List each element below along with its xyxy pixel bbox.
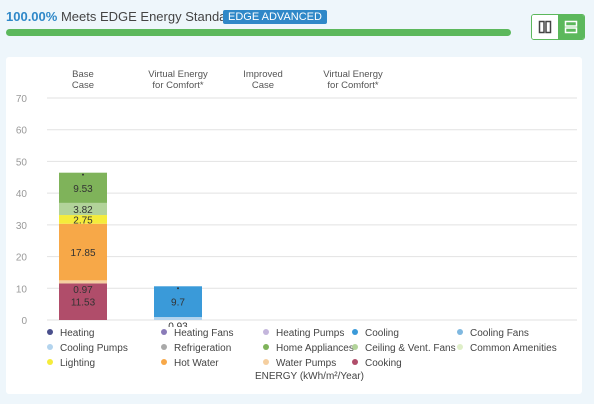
legend-item[interactable]: Heating xyxy=(47,328,94,339)
data-label: 9.53 xyxy=(73,184,93,195)
legend-label: Hot Water xyxy=(174,358,219,369)
legend-label: Heating Pumps xyxy=(276,328,345,339)
legend-item[interactable]: Ceiling & Vent. Fans xyxy=(352,343,456,354)
legend-item[interactable]: Cooking xyxy=(352,358,402,369)
bar-segment xyxy=(59,283,107,320)
data-label: 3.82 xyxy=(73,205,93,216)
legend-label: Common Amenities xyxy=(470,343,557,354)
edge-level-badge: EDGE ADVANCED xyxy=(223,10,327,24)
category-label: Case xyxy=(252,80,274,91)
legend-swatch xyxy=(352,344,358,351)
legend-swatch xyxy=(47,329,53,336)
legend-label: Ceiling & Vent. Fans xyxy=(365,343,456,354)
legend-label: Heating xyxy=(60,328,95,339)
data-label: 11.53 xyxy=(71,298,96,309)
legend-item[interactable]: Cooling Pumps xyxy=(47,343,128,354)
legend-swatch xyxy=(263,344,269,351)
legend-swatch xyxy=(263,359,269,366)
legend-label: Lighting xyxy=(60,358,96,369)
legend-item[interactable]: Heating Fans xyxy=(161,328,233,339)
category-label: Virtual Energy xyxy=(148,69,208,80)
y-tick-label: 0 xyxy=(21,316,27,327)
legend-swatch xyxy=(161,329,167,336)
y-tick-label: 40 xyxy=(16,189,28,200)
bar-segment xyxy=(59,202,107,216)
category-label: for Comfort* xyxy=(152,80,204,91)
columns-view-button[interactable] xyxy=(532,15,558,39)
legend-swatch xyxy=(352,359,358,366)
legend-swatch xyxy=(161,344,167,351)
legend-label: Cooking xyxy=(365,358,402,369)
y-tick-label: 30 xyxy=(16,221,28,232)
category-label: Case xyxy=(72,80,94,91)
legend-item[interactable]: Cooling Fans xyxy=(457,328,529,339)
compliance-percent: 100.00% xyxy=(6,9,58,24)
rows-icon xyxy=(564,20,578,34)
y-tick-label: 20 xyxy=(16,253,28,264)
y-tick-label: 70 xyxy=(16,94,28,105)
compliance-progress-bar xyxy=(6,29,511,36)
data-label: 2.75 xyxy=(73,215,93,226)
category-label: Improved xyxy=(243,69,283,80)
data-label: 9.7 xyxy=(171,298,185,309)
legend-swatch xyxy=(457,344,463,351)
data-label: 0.97 xyxy=(73,285,93,296)
legend-item[interactable]: Lighting xyxy=(47,358,95,369)
bar-segment xyxy=(59,172,107,203)
legend-label: Water Pumps xyxy=(276,358,337,369)
legend-label: Cooling xyxy=(365,328,399,339)
category-label: for Comfort* xyxy=(327,80,379,91)
x-axis-label: ENERGY (kWh/m²/Year) xyxy=(255,371,364,382)
compliance-header: 100.00% Meets EDGE Energy Standard xyxy=(6,9,238,24)
legend-label: Cooling Fans xyxy=(470,328,529,339)
total-marker xyxy=(82,173,84,176)
legend-item[interactable]: Water Pumps xyxy=(263,358,336,369)
legend-label: Cooling Pumps xyxy=(60,343,128,354)
energy-chart-card: 0 10 20 30 40 50 60 70 Base Case Virtual Energy for… xyxy=(6,57,582,394)
total-marker xyxy=(177,287,179,290)
bar-segment xyxy=(154,317,202,320)
category-label: Base xyxy=(72,69,94,80)
data-label: 0.93 xyxy=(168,322,188,327)
view-toggle xyxy=(531,14,585,40)
columns-icon xyxy=(538,20,552,34)
legend-swatch xyxy=(161,359,167,366)
y-tick-label: 60 xyxy=(16,126,28,137)
legend-item[interactable]: Cooling xyxy=(352,328,399,339)
legend-label: Heating Fans xyxy=(174,328,234,339)
legend-item[interactable]: Heating Pumps xyxy=(263,328,344,339)
bar-segment xyxy=(59,280,107,284)
legend-label: Home Appliances xyxy=(276,343,354,354)
legend-label: Refrigeration xyxy=(174,343,232,354)
legend-item[interactable]: Common Amenities xyxy=(457,343,557,354)
compliance-label: Meets EDGE Energy Standard xyxy=(57,9,238,24)
legend-swatch xyxy=(263,329,269,336)
bar-segment xyxy=(59,215,107,224)
bar-segment xyxy=(59,223,107,281)
data-label: 17.85 xyxy=(70,248,95,259)
bar-segment xyxy=(154,286,202,318)
legend-item[interactable]: Hot Water xyxy=(161,358,219,369)
category-label: Virtual Energy xyxy=(323,69,383,80)
legend-item[interactable]: Refrigeration xyxy=(161,343,231,354)
y-tick-label: 50 xyxy=(16,157,28,168)
legend-swatch xyxy=(457,329,463,336)
legend-swatch xyxy=(47,344,53,351)
legend-swatch xyxy=(47,359,53,366)
y-tick-label: 10 xyxy=(16,284,28,295)
legend-swatch xyxy=(352,329,358,336)
legend-item[interactable]: Home Appliances xyxy=(263,343,354,354)
rows-view-button[interactable] xyxy=(558,15,584,39)
